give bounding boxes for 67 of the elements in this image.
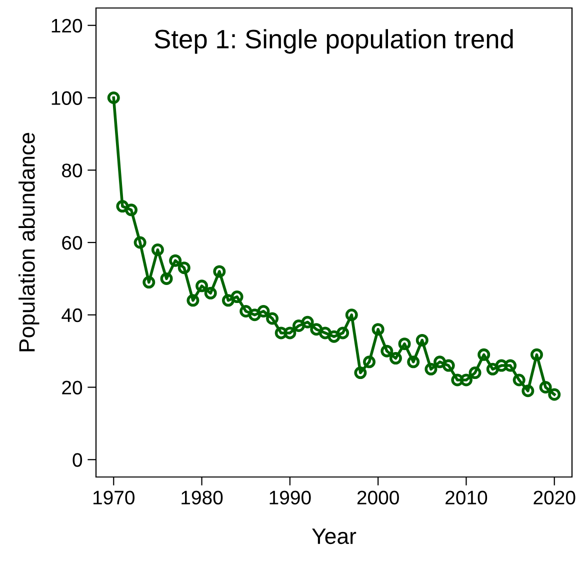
point (460, 374, 472, 386)
point (512, 374, 526, 386)
point (151, 243, 164, 256)
x-tick-label: 1990 (270, 490, 311, 504)
point (434, 356, 446, 368)
x-axis-title: Year (312, 528, 356, 544)
point (354, 366, 367, 380)
point (372, 323, 384, 336)
point (310, 323, 323, 336)
y-tick-label: 0 (72, 453, 82, 467)
y-tick-label: 20 (62, 380, 82, 394)
point (548, 388, 561, 401)
point (416, 334, 428, 346)
point (486, 362, 499, 376)
point (468, 366, 482, 380)
point (116, 200, 129, 213)
point (284, 326, 296, 340)
point (213, 265, 226, 278)
y-tick-label: 40 (62, 308, 82, 322)
text: Step 1: Single population trend (154, 29, 513, 54)
point (196, 280, 208, 292)
point (398, 338, 411, 350)
point (240, 305, 252, 318)
x-tick-label: 1970 (93, 490, 134, 504)
point (336, 326, 350, 340)
x-tick-label: 2020 (534, 490, 576, 504)
point (442, 359, 455, 372)
y-tick-label: 60 (62, 236, 82, 250)
y-tick-label: 80 (62, 164, 82, 178)
point (107, 91, 120, 104)
point (230, 290, 244, 304)
x-tick-label: 2010 (446, 490, 488, 504)
point (248, 308, 261, 322)
y-tick-label: 100 (52, 91, 82, 105)
point (142, 276, 156, 289)
point (424, 362, 438, 376)
point (274, 326, 288, 340)
point (522, 384, 534, 398)
point (530, 348, 543, 361)
point (169, 254, 182, 267)
y-tick-label: 120 (52, 18, 82, 33)
point (178, 262, 190, 274)
point (495, 359, 508, 372)
point (292, 319, 305, 332)
x-tick-label: 1980 (182, 490, 223, 504)
point (160, 272, 173, 285)
point (389, 352, 402, 365)
point (363, 356, 376, 368)
point (345, 308, 358, 322)
point (266, 312, 279, 325)
point (186, 294, 200, 307)
x-tick-label: 2000 (357, 490, 399, 504)
point (328, 330, 340, 343)
point (451, 374, 464, 386)
point (407, 356, 420, 368)
point (318, 326, 332, 340)
point (257, 305, 270, 318)
point (380, 344, 394, 358)
point (478, 348, 490, 361)
point (504, 359, 517, 372)
point (204, 286, 217, 300)
point (134, 236, 146, 249)
point (301, 316, 314, 328)
point (539, 381, 552, 394)
point (125, 204, 138, 216)
point (222, 294, 234, 307)
y-axis-title: Population abundance (18, 132, 40, 352)
